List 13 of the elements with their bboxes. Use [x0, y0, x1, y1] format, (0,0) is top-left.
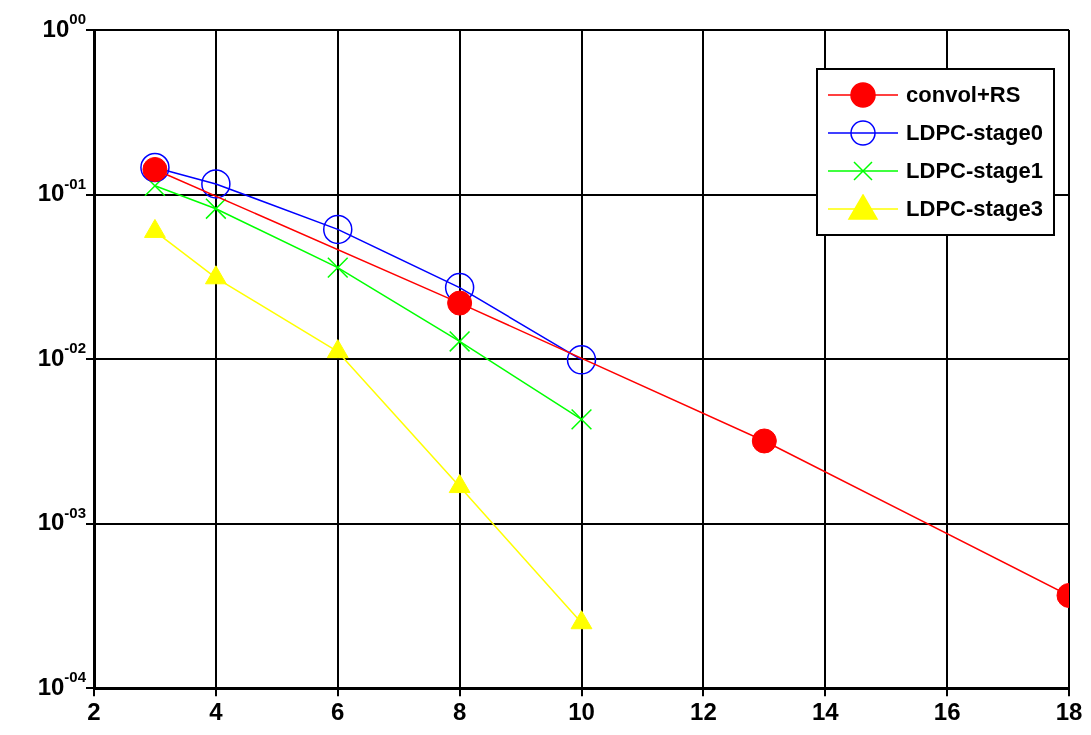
legend-label: LDPC-stage3	[906, 196, 1043, 222]
legend-label: LDPC-stage0	[906, 120, 1043, 146]
x-tick-label: 16	[933, 698, 961, 726]
legend-label: LDPC-stage1	[906, 158, 1043, 184]
x-tick-label: 12	[690, 698, 717, 726]
x-tick-label: 10	[568, 698, 595, 726]
x-tick-label: 4	[209, 698, 224, 726]
legend-label: convol+RS	[906, 82, 1021, 108]
x-tick-label: 14	[811, 698, 840, 726]
x-tick-label: 6	[331, 698, 345, 726]
x-tick-label: 2	[87, 698, 101, 726]
x-tick-label: 18	[1055, 698, 1083, 726]
x-tick-label: 8	[452, 698, 467, 726]
